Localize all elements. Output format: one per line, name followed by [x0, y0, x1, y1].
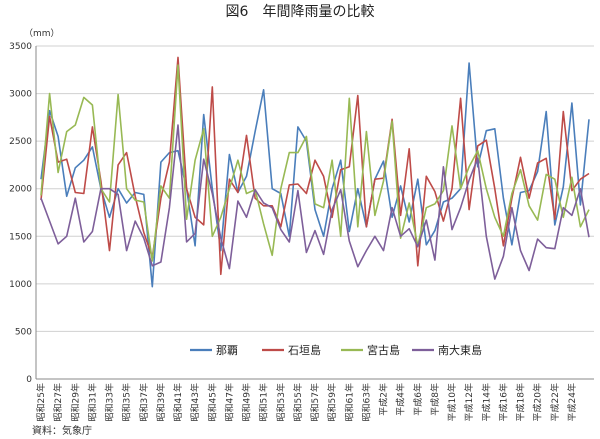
- series-line-0: [40, 62, 590, 288]
- x-tick-label: 昭和27年: [52, 383, 64, 421]
- x-tick-label: 昭和55年: [292, 383, 304, 421]
- x-tick-label: 昭和43年: [189, 383, 201, 421]
- chart-title: 図6 年間降雨量の比較: [226, 4, 375, 20]
- x-tick-label: 昭和57年: [309, 383, 321, 421]
- x-tick-label: 平成24年: [566, 383, 578, 421]
- x-tick-label: 昭和39年: [155, 383, 167, 421]
- y-tick-label: 2500: [9, 137, 32, 147]
- x-tick-label: 平成12年: [463, 383, 475, 421]
- x-tick-label: 平成4年: [395, 383, 407, 416]
- y-tick-label: 0: [26, 375, 32, 385]
- y-tick-label: 3500: [9, 42, 32, 52]
- x-tick-label: 平成2年: [378, 383, 390, 416]
- x-tick-label: 平成18年: [515, 383, 527, 421]
- x-tick-label: 昭和63年: [360, 383, 372, 421]
- series-line-3: [40, 124, 590, 280]
- series-lines: [40, 56, 590, 288]
- x-tick-label: 昭和51年: [258, 383, 270, 421]
- y-tick-label: 1000: [9, 280, 32, 290]
- grid-lines: [35, 45, 594, 380]
- x-tick-label: 昭和41年: [172, 383, 184, 421]
- x-tick-label: 昭和31年: [86, 383, 98, 421]
- x-tick-label: 昭和33年: [104, 383, 116, 421]
- legend: 那覇 石垣島 宮古島 南大東島: [190, 343, 482, 357]
- x-tick-label: 昭和59年: [326, 383, 338, 421]
- series-line-2: [40, 64, 590, 262]
- x-tick-label: 平成10年: [446, 383, 458, 421]
- x-tick-label: 平成14年: [480, 383, 492, 421]
- y-tick-label: 1500: [9, 232, 32, 242]
- x-tick-label: 平成22年: [549, 383, 561, 421]
- source-note: 資料：気象庁: [32, 424, 92, 437]
- legend-label-0: 那覇: [216, 344, 238, 357]
- x-tick-label: 平成16年: [497, 383, 509, 421]
- y-axis-unit: （mm）: [24, 28, 60, 39]
- y-tick-label: 500: [15, 327, 32, 337]
- x-tick-label: 昭和49年: [241, 383, 253, 421]
- x-tick-label: 昭和25年: [35, 383, 47, 421]
- x-tick-label: 昭和53年: [275, 383, 287, 421]
- legend-label-3: 南大東島: [438, 343, 482, 357]
- y-tick-labels: 0 500 1000 1500 2000 2500 3000 3500: [9, 42, 32, 385]
- x-tick-label: 昭和45年: [206, 383, 218, 421]
- legend-label-1: 石垣島: [288, 343, 321, 357]
- x-tick-label: 昭和61年: [343, 383, 355, 421]
- x-tick-label: 昭和29年: [69, 383, 81, 421]
- x-tick-labels: 昭和25年 昭和27年 昭和29年 昭和31年 昭和33年 昭和35年 昭和37年 昭和39年…: [35, 383, 578, 421]
- series-line-1: [40, 56, 590, 276]
- x-tick-label: 昭和47年: [223, 383, 235, 421]
- y-tick-label: 3000: [9, 90, 32, 100]
- legend-label-2: 宮古島: [367, 343, 400, 357]
- x-tick-label: 平成20年: [532, 383, 544, 421]
- y-tick-label: 2000: [9, 185, 32, 195]
- x-tick-label: 平成6年: [412, 383, 424, 416]
- x-tick-label: 平成8年: [429, 383, 441, 416]
- x-tick-label: 昭和37年: [138, 383, 150, 421]
- x-tick-label: 昭和35年: [121, 383, 133, 421]
